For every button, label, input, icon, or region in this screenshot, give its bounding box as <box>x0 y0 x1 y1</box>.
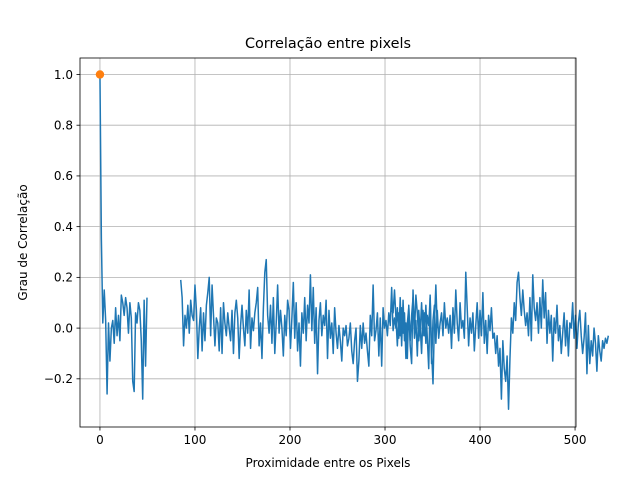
y-tick-label: 0.8 <box>54 119 73 133</box>
x-tick-label: 100 <box>184 433 207 447</box>
x-axis-label: Proximidade entre os Pixels <box>246 456 411 470</box>
series-line <box>179 258 439 385</box>
y-tick-label: 0.4 <box>54 220 73 234</box>
grid <box>80 58 576 427</box>
chart-title: Correlação entre pixels <box>245 36 411 52</box>
y-ticks: −0.2 0.0 0.2 0.4 0.6 0.8 1.0 <box>44 68 80 386</box>
series-line <box>99 74 148 400</box>
y-axis-label: Grau de Correlação <box>16 184 30 300</box>
y-tick-label: 0.6 <box>54 169 73 183</box>
plot-frame <box>79 57 577 428</box>
x-tick-label: 500 <box>564 433 587 447</box>
x-tick-label: 400 <box>469 433 492 447</box>
x-tick-label: 0 <box>96 433 104 447</box>
y-tick-label: 1.0 <box>54 68 73 82</box>
series-line <box>391 271 610 410</box>
x-ticks: 0 100 200 300 400 500 <box>96 427 587 447</box>
y-tick-label: 0.2 <box>54 271 73 285</box>
y-tick-label: −0.2 <box>44 372 73 386</box>
x-tick-label: 300 <box>374 433 397 447</box>
y-tick-label: 0.0 <box>54 321 73 335</box>
x-tick-label: 200 <box>279 433 302 447</box>
highlight-point <box>95 70 105 79</box>
series-lines <box>99 74 610 410</box>
highlight-points <box>95 70 105 79</box>
